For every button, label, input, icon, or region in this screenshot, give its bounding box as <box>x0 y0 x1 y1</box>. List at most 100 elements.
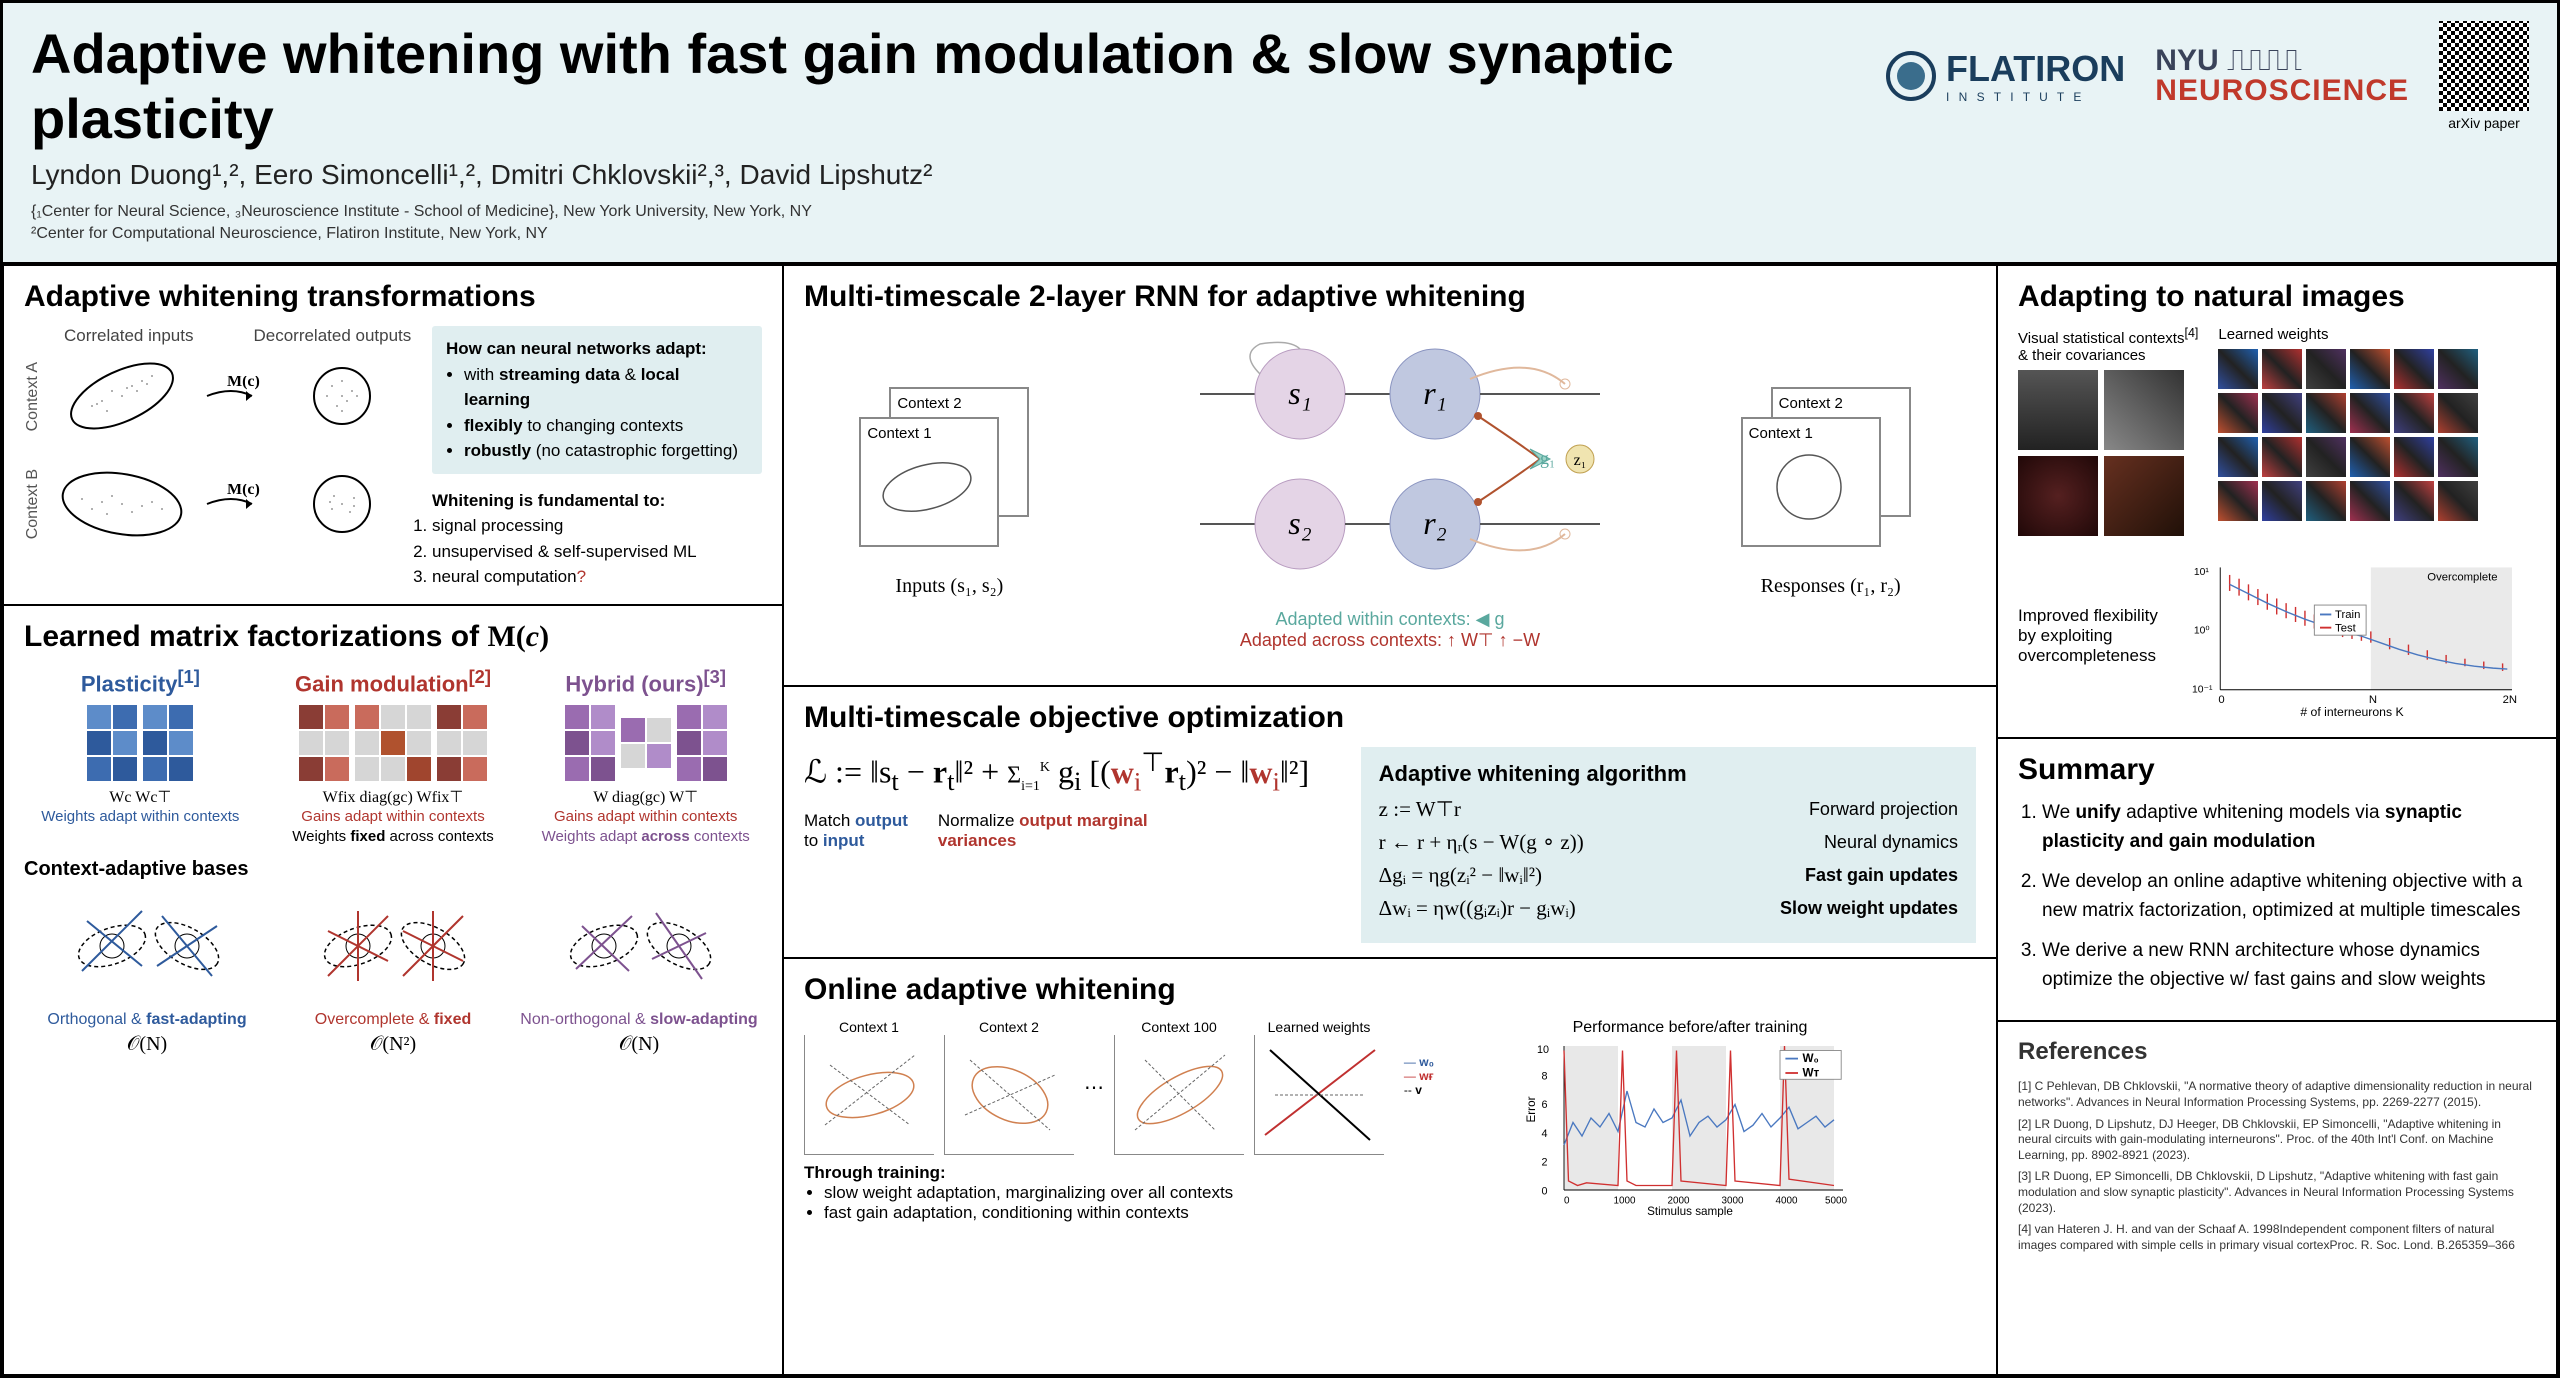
svg-text:2: 2 <box>1542 1157 1548 1169</box>
svg-text:Wᴛ: Wᴛ <box>1803 1067 1820 1080</box>
ref-4: [4] van Hateren J. H. and van der Schaaf… <box>2018 1222 2536 1253</box>
leg-across: Adapted across contexts: ↑ W⊤ ↑ −W <box>1240 630 1540 650</box>
ctx1-out: Context 1 <box>1749 425 1813 442</box>
output-context-stack: Context 2 Context 1 <box>1741 387 1921 567</box>
ctx2-out: Context 2 <box>1779 395 1843 412</box>
c100-lbl: Context 100 <box>1114 1019 1244 1035</box>
visual-contexts-lbl: Visual statistical contexts[4]& their co… <box>2018 326 2198 364</box>
svg-text:1000: 1000 <box>1614 1196 1636 1207</box>
b1-desc: Orthogonal & fast-adapting <box>47 1011 246 1028</box>
ref-2: [2] LR Duong, D Lipshutz, DJ Heeger, DB … <box>2018 1117 2536 1164</box>
perf-title: Performance before/after training <box>1404 1019 1976 1037</box>
flatiron-logo: FLATIRONI N S T I T U T E <box>1886 48 2125 104</box>
lbl-decorrelated: Decorrelated outputs <box>253 326 411 346</box>
refs-title: References <box>2018 1036 2536 1067</box>
svg-text:s₁: s₁ <box>1288 375 1312 411</box>
c2-lbl: Context 2 <box>944 1019 1074 1035</box>
scatter-a-out <box>272 346 412 446</box>
p4-title: Multi-timescale objective optimization <box>804 701 1976 735</box>
svg-text:Test: Test <box>2335 623 2357 635</box>
gain-mat-lbl: Wfix diag(gc) Wfix⊤ <box>277 787 510 807</box>
svg-text:10⁰: 10⁰ <box>2194 625 2210 636</box>
ctx-a-label: Context A <box>24 362 42 431</box>
svg-text:z₁: z₁ <box>1574 452 1587 469</box>
network-diagram: s₁ s₂ r₁ r₂ <box>1170 334 1610 651</box>
ref-3: [3] LR Duong, EP Simoncelli, DB Chklovsk… <box>2018 1169 2536 1216</box>
c1-lbl: Context 1 <box>804 1019 934 1035</box>
qr-code <box>2439 21 2529 111</box>
b3-O: 𝒪(N) <box>619 1033 659 1055</box>
a2-eq: r ← r + ηᵣ(s − W(g ∘ z)) <box>1379 830 1584 855</box>
inputs-lbl: Inputs (s₁, s₂) <box>859 575 1039 598</box>
scatter-b-in <box>52 454 192 554</box>
plast-mat-lbl: Wc Wc⊤ <box>24 787 257 807</box>
header: Adaptive whitening with fast gain modula… <box>3 3 2557 265</box>
svg-text:W₀: W₀ <box>1803 1052 1819 1065</box>
b1-O: 𝒪(N) <box>127 1033 167 1055</box>
gain-desc2: Weights fixed across contexts <box>292 828 494 845</box>
svg-text:M(c): M(c) <box>227 484 260 498</box>
ref-1: [1] C Pehlevan, DB Chklovskii, "A normat… <box>2018 1079 2536 1110</box>
q2-title: Whitening is fundamental to: <box>432 491 665 510</box>
lbl-correlated: Correlated inputs <box>64 326 193 346</box>
ctx1-lbl: Context 1 <box>867 425 931 442</box>
bases-title: Context-adaptive bases <box>24 858 762 881</box>
right-column: Adapting to natural images Visual statis… <box>1997 265 2557 1375</box>
nyu-bot: NEUROSCIENCE <box>2155 76 2409 106</box>
q2-2: unsupervised & self-supervised ML <box>432 539 762 565</box>
hybrid-title: Hybrid (ours)[3] <box>529 666 762 697</box>
b3-desc: Non-orthogonal & slow-adapting <box>520 1011 757 1028</box>
svg-text:M(c): M(c) <box>227 376 260 390</box>
n1: slow weight adaptation, marginalizing ov… <box>824 1183 1384 1203</box>
performance-chart: Performance before/after training 024681… <box>1404 1019 1976 1222</box>
affiliation-1: {₁Center for Neural Science, ₃Neuroscien… <box>31 201 1886 223</box>
a2-lbl: Neural dynamics <box>1824 832 1958 853</box>
qr-label: arXiv paper <box>2439 115 2529 131</box>
summary-2: We develop an online adaptive whitening … <box>2042 868 2536 925</box>
svg-text:r₂: r₂ <box>1423 505 1447 541</box>
svg-text:Error: Error <box>1525 1097 1538 1123</box>
hybrid-mat-lbl: W diag(gc) W⊤ <box>529 787 762 807</box>
q1-2: flexibly to changing contexts <box>464 416 683 435</box>
svg-text:5000: 5000 <box>1825 1196 1847 1207</box>
svg-text:6: 6 <box>1542 1099 1548 1111</box>
svg-text:g₁: g₁ <box>1540 448 1555 468</box>
panel-objective: Multi-timescale objective optimization ℒ… <box>782 685 1998 959</box>
questions-box-2: Whitening is fundamental to: signal proc… <box>432 488 762 590</box>
q2-1: signal processing <box>432 513 762 539</box>
flex-desc: Improved flexibility by exploiting overc… <box>2018 606 2158 666</box>
panel-summary: Summary We unify adaptive whitening mode… <box>1996 737 2558 1022</box>
q1-3: robustly (no catastrophic forgetting) <box>464 441 738 460</box>
gain-matrices <box>277 705 510 781</box>
p6-title: Adapting to natural images <box>2018 280 2536 314</box>
algo-title: Adaptive whitening algorithm <box>1379 761 1958 787</box>
desc-match: Match outputto input <box>804 811 908 851</box>
hybrid-matrices <box>529 705 762 781</box>
plast-desc: Weights adapt within contexts <box>24 807 257 827</box>
lw-lbl: Learned weights <box>1254 1019 1384 1035</box>
n2: fast gain adaptation, conditioning withi… <box>824 1203 1384 1223</box>
body-grid: Adaptive whitening transformations Corre… <box>3 265 2557 1375</box>
flatiron-text: FLATIRON <box>1946 48 2125 89</box>
nyu-top: NYU <box>2155 44 2218 77</box>
gain-desc1: Gains adapt within contexts <box>301 808 484 825</box>
algorithm-box: Adaptive whitening algorithm z := W⊤rFor… <box>1361 747 1976 943</box>
svg-text:Train: Train <box>2335 609 2360 621</box>
objective-equation: ℒ := ‖st − rt‖² + Σi=1K gi [(wi⊤rt)² − ‖… <box>804 747 1331 851</box>
poster-title: Adaptive whitening with fast gain modula… <box>31 21 1886 151</box>
nyu-logo: NYU ⎍⎍⎍⎍ NEUROSCIENCE <box>2155 46 2409 106</box>
panel-online: Online adaptive whitening Context 1 Cont… <box>782 957 1998 1376</box>
svg-text:Stimulus sample: Stimulus sample <box>1647 1205 1733 1217</box>
svg-text:0: 0 <box>1542 1186 1548 1198</box>
panel-natural-images: Adapting to natural images Visual statis… <box>1996 264 2558 739</box>
context-charts: Context 1 Context 2 ⋯ Context 100 Learne… <box>804 1019 1384 1155</box>
svg-text:0: 0 <box>2218 694 2224 706</box>
desc-normalize: Normalize output marginalvariances <box>938 811 1148 851</box>
authors: Lyndon Duong¹,², Eero Simoncelli¹,², Dmi… <box>31 159 1886 191</box>
ctx-b-label: Context B <box>24 469 42 539</box>
summary-1: We unify adaptive whitening models via s… <box>2042 799 2536 856</box>
svg-text:Overcomplete: Overcomplete <box>2427 572 2497 584</box>
panel-adaptive-transformations: Adaptive whitening transformations Corre… <box>2 264 784 606</box>
b2-desc: Overcomplete & fixed <box>315 1011 472 1028</box>
questions-box-1: How can neural networks adapt: with stre… <box>432 326 762 474</box>
